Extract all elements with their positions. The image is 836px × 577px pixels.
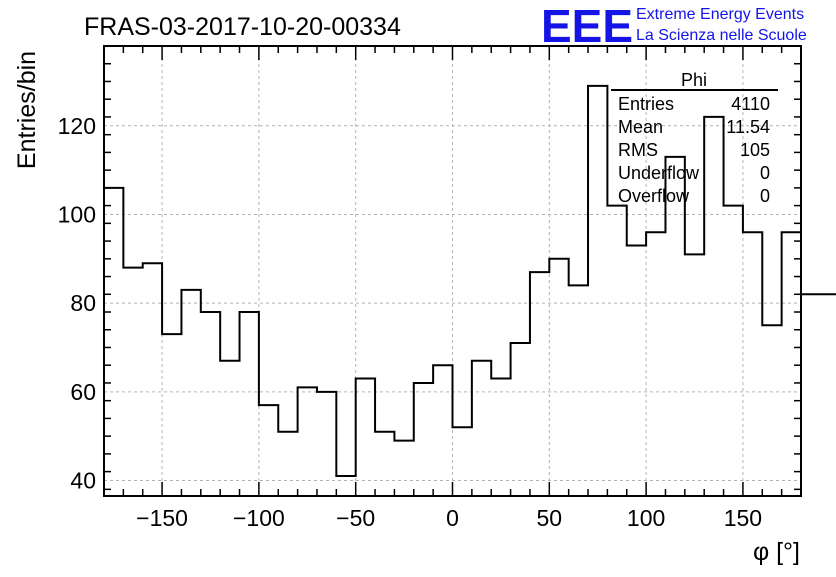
eee-logo: EEE Extreme Energy Events La Scienza nel…: [541, 0, 807, 52]
eee-logo-mark: EEE: [541, 0, 633, 52]
run-title: FRAS-03-2017-10-20-00334: [84, 13, 401, 41]
x-tick-label: 50: [537, 505, 563, 531]
y-tick-label: 40: [70, 467, 96, 493]
stats-row-value: 0: [760, 186, 770, 206]
stats-row-label: Mean: [618, 117, 663, 137]
y-tick-label: 80: [70, 290, 96, 316]
axis-ticks: −150 −100 −50 0 50 100 150 40 60 80 100 120: [58, 45, 802, 531]
eee-logo-line1: Extreme Energy Events: [636, 6, 804, 23]
stats-box: Phi Entries 4110 Mean 11.54 RMS 105 Underflow 0…: [611, 70, 778, 206]
stats-row-label: Overflow: [618, 186, 690, 206]
stats-row-value: 105: [740, 140, 770, 160]
x-tick-label: −100: [233, 505, 285, 531]
x-tick-label: 150: [724, 505, 762, 531]
stats-row-label: Entries: [618, 94, 674, 114]
stats-row-value: 0: [760, 163, 770, 183]
x-tick-label: −150: [136, 505, 188, 531]
y-axis-label: Entries/bin: [13, 51, 41, 169]
stats-title: Phi: [681, 70, 707, 90]
stats-row-value: 4110: [731, 94, 770, 114]
x-tick-label: 100: [627, 505, 665, 531]
eee-logo-line2: La Scienza nelle Scuole: [636, 27, 807, 44]
stats-row-label: Underflow: [618, 163, 700, 183]
stats-rows: Entries 4110 Mean 11.54 RMS 105 Underflow 0 Over…: [618, 94, 770, 206]
x-tick-label: −50: [336, 505, 375, 531]
x-axis-label: φ [°]: [753, 538, 800, 566]
histogram-line: [104, 84, 836, 478]
y-tick-label: 100: [58, 201, 96, 227]
y-tick-label: 60: [70, 379, 96, 405]
stats-row-label: RMS: [618, 140, 658, 160]
y-tick-label: 120: [58, 113, 96, 139]
x-tick-label: 0: [446, 505, 459, 531]
stats-row-value: 11.54: [726, 117, 770, 137]
